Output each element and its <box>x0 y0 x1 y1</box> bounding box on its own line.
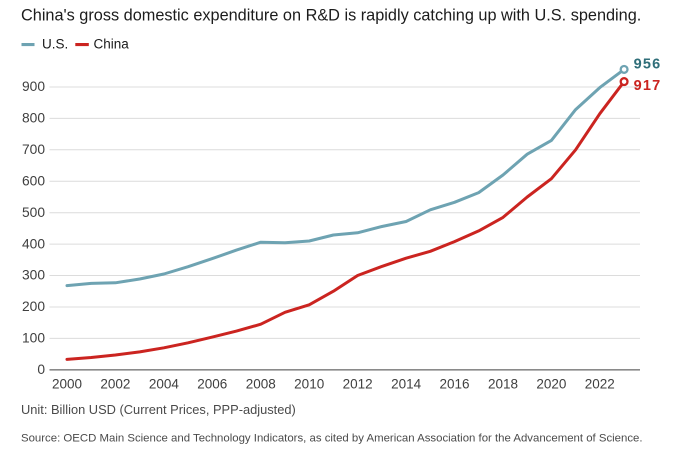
svg-text:2022: 2022 <box>585 377 615 392</box>
svg-text:2000: 2000 <box>52 377 82 392</box>
svg-text:2002: 2002 <box>100 377 130 392</box>
svg-text:Unit: Billion USD (Current Pri: Unit: Billion USD (Current Prices, PPP-a… <box>21 402 296 417</box>
svg-text:China: China <box>94 37 130 52</box>
svg-text:2010: 2010 <box>294 377 324 392</box>
svg-text:2020: 2020 <box>536 377 566 392</box>
svg-text:956: 956 <box>634 57 662 73</box>
svg-text:400: 400 <box>22 236 45 251</box>
svg-text:200: 200 <box>22 299 45 314</box>
svg-text:2012: 2012 <box>343 377 373 392</box>
svg-text:2006: 2006 <box>197 377 227 392</box>
svg-text:China's gross domestic expendi: China's gross domestic expenditure on R&… <box>21 6 641 24</box>
svg-text:700: 700 <box>22 142 45 157</box>
svg-text:100: 100 <box>22 331 45 346</box>
svg-text:800: 800 <box>22 111 45 126</box>
svg-text:U.S.: U.S. <box>42 37 68 52</box>
svg-text:500: 500 <box>22 205 45 220</box>
svg-text:2014: 2014 <box>391 377 422 392</box>
svg-text:2008: 2008 <box>246 377 276 392</box>
svg-text:300: 300 <box>22 268 45 283</box>
svg-text:0: 0 <box>37 362 45 377</box>
svg-text:2018: 2018 <box>488 377 518 392</box>
svg-text:2016: 2016 <box>439 377 469 392</box>
svg-text:917: 917 <box>634 78 662 94</box>
svg-text:900: 900 <box>22 79 45 94</box>
svg-text:600: 600 <box>22 174 45 189</box>
svg-text:2004: 2004 <box>149 377 180 392</box>
svg-text:Source: OECD Main Science and: Source: OECD Main Science and Technology… <box>21 433 643 445</box>
